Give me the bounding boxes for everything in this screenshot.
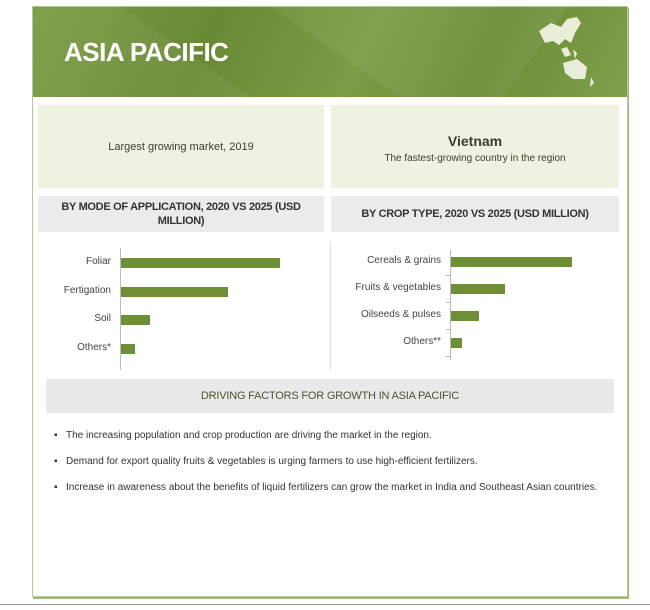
axis-tick	[446, 302, 450, 303]
axis-tick	[446, 356, 450, 357]
category-label: Soil	[94, 313, 111, 324]
page-title: ASIA PACIFIC	[64, 37, 229, 67]
axis-tick	[446, 329, 450, 330]
bottom-divider	[0, 604, 650, 605]
category-label: Others**	[403, 336, 441, 347]
chart-axis	[450, 250, 451, 360]
header-banner: ASIA PACIFIC	[33, 7, 627, 97]
bar	[451, 311, 479, 321]
category-label: Cereals & grains	[367, 255, 441, 266]
fastest-country-panel: Vietnam The fastest-growing country in t…	[331, 105, 619, 188]
driving-factors-header: DRIVING FACTORS FOR GROWTH IN ASIA PACIF…	[46, 379, 614, 413]
chart-title-application: BY MODE OF APPLICATION, 2020 VS 2025 (US…	[38, 196, 324, 232]
driving-factor-bullet: The increasing population and crop produ…	[54, 427, 626, 444]
driving-factor-bullet: Demand for export quality fruits & veget…	[54, 453, 626, 470]
axis-tick	[446, 275, 450, 276]
country-caption: The fastest-growing country in the regio…	[384, 153, 566, 164]
chart-axis	[120, 248, 121, 370]
category-label: Oilseeds & pulses	[360, 309, 441, 320]
largest-market-panel: Largest growing market, 2019	[38, 105, 324, 188]
chart-divider	[330, 242, 331, 370]
bar	[121, 344, 136, 354]
category-label: Fruits & vegetables	[355, 282, 441, 293]
bar	[451, 338, 462, 348]
category-label: Foliar	[85, 256, 111, 267]
bar	[121, 258, 280, 268]
country-name: Vietnam	[447, 133, 503, 149]
largest-market-text: Largest growing market, 2019	[108, 141, 254, 153]
chart-title-crop: BY CROP TYPE, 2020 VS 2025 (USD MILLION)	[331, 196, 619, 232]
bar	[451, 257, 572, 267]
bar	[121, 287, 228, 297]
bar	[451, 284, 506, 294]
driving-factor-bullet: Increase in awareness about the benefits…	[54, 479, 626, 496]
bar	[121, 315, 150, 325]
category-label: Fertigation	[63, 285, 111, 296]
asia-pacific-map-icon	[539, 17, 594, 87]
category-label: Others*	[77, 342, 111, 353]
